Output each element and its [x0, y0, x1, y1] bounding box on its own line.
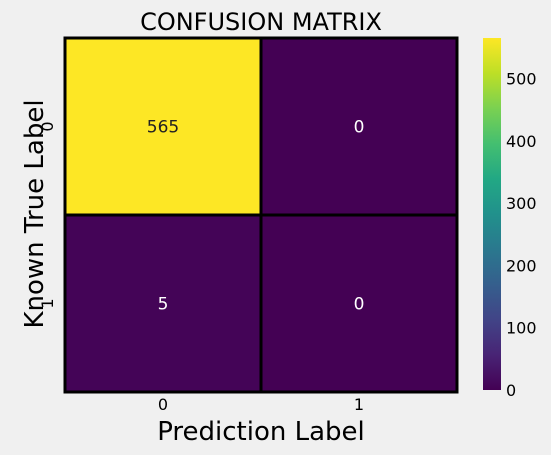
- x-axis-label: Prediction Label: [157, 417, 365, 447]
- y-tick-label: 1: [38, 298, 57, 308]
- cell-value-r0-c1: 0: [354, 118, 365, 138]
- heatmap-cells: [63, 36, 459, 394]
- colorbar: [483, 38, 501, 390]
- cell-value-r1-c0: 5: [158, 295, 169, 315]
- colorbar-tick-label: 400: [506, 132, 537, 151]
- heatmap-cell-r1-c0: [63, 213, 263, 394]
- colorbar-tick-label: 200: [506, 256, 537, 275]
- heatmap-cell-r0-c1: [259, 36, 459, 217]
- heatmap-cell-r1-c1: [259, 213, 459, 394]
- heatmap-cell-r0-c0: [63, 36, 263, 217]
- colorbar-tick-label: 500: [506, 69, 537, 88]
- cell-value-r0-c0: 565: [147, 118, 179, 138]
- colorbar-ticks: 0 100 200 300 400 500: [506, 69, 537, 400]
- colorbar-tick-label: 100: [506, 319, 537, 338]
- chart-title: CONFUSION MATRIX: [140, 8, 382, 36]
- heatmap-cell-labels: 565 0 5 0: [147, 118, 365, 315]
- y-axis-ticks: 01: [38, 121, 57, 308]
- x-tick-label: 0: [158, 395, 168, 414]
- y-tick-label: 0: [38, 121, 57, 131]
- y-axis-label: Known True Label: [20, 99, 50, 328]
- colorbar-tick-label: 0: [506, 381, 516, 400]
- colorbar-tick-label: 300: [506, 194, 537, 213]
- cell-value-r1-c1: 0: [354, 295, 365, 315]
- x-tick-label: 1: [354, 395, 364, 414]
